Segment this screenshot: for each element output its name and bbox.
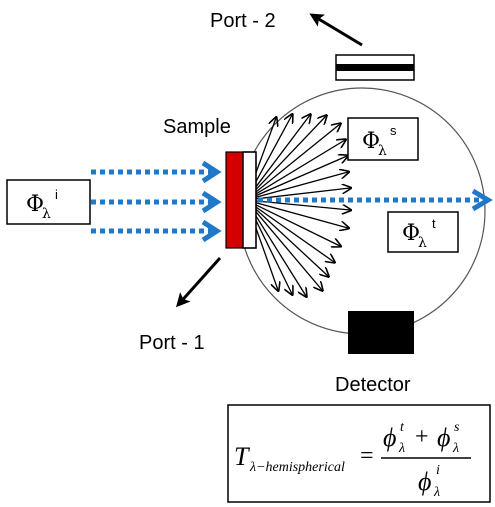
svg-text:λ: λ [398,441,405,456]
transmittance-formula: T λ−hemispherical = ϕ λ t + ϕ λ s ϕ λ i [227,404,491,503]
port-2-pointer-arrow [309,13,363,47]
port-1-label: Port - 1 [139,332,205,354]
svg-text:Φ: Φ [402,221,420,246]
svg-text:ϕ: ϕ [437,423,450,452]
incident-beam-arrowheads [201,160,222,243]
svg-text:+: + [415,424,429,450]
port-2-label: Port - 2 [210,10,276,32]
svg-text:λ: λ [433,485,440,500]
scattered-flux-box: Φ λ s [347,117,419,161]
svg-text:λ: λ [452,441,459,456]
svg-text:λ: λ [378,143,387,159]
svg-text:λ: λ [42,206,51,222]
sample-label: Sample [163,116,231,138]
sample [225,151,257,249]
svg-text:λ−hemispherical: λ−hemispherical [249,460,345,475]
svg-text:λ: λ [418,235,427,251]
svg-text:t: t [400,420,405,435]
svg-text:t: t [432,216,436,231]
transmitted-flux-box: Φ λ t [387,211,459,253]
svg-text:ϕ: ϕ [383,423,396,452]
detector-label: Detector [335,374,411,396]
svg-text:T: T [234,442,250,471]
svg-text:s: s [454,420,460,435]
transmitted-beam-arrowhead [471,188,493,212]
svg-text:=: = [360,443,374,469]
detector [348,311,414,354]
svg-text:Φ: Φ [362,129,380,154]
svg-text:i: i [436,463,440,478]
svg-text:i: i [55,187,58,202]
svg-text:Φ: Φ [26,192,44,217]
svg-text:ϕ: ϕ [418,467,431,496]
svg-text:s: s [390,123,397,138]
port-1-pointer-arrow [176,257,222,308]
incident-beam [91,169,212,234]
port-2-aperture [335,54,415,81]
incident-flux-box: Φ λ i [6,179,91,225]
scattered-rays [245,115,350,296]
